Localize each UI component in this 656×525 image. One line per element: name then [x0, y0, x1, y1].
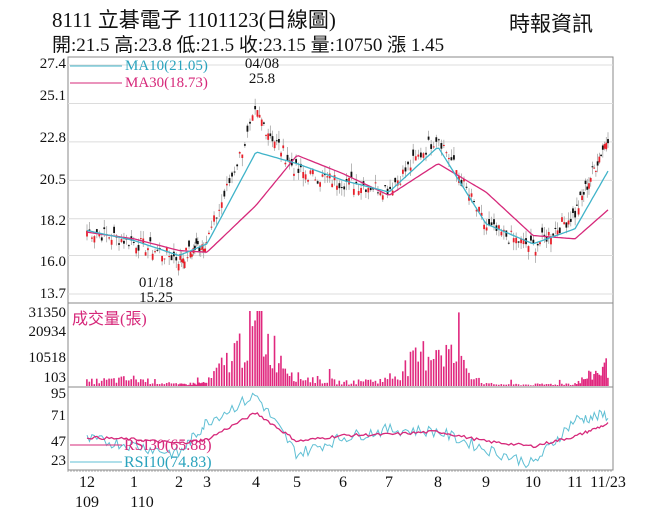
rsi-ytick: 71 [51, 408, 66, 424]
x-tick-month: 6 [339, 474, 347, 491]
price-ytick: 20.5 [39, 172, 66, 188]
x-tick-month: 9 [482, 474, 490, 491]
chart-title: 8111 立碁電子 1101123(日線圖) [52, 8, 336, 32]
x-tick-month: 2 [175, 474, 183, 491]
x-tick-month: 3 [203, 474, 211, 491]
volume-ytick: 31350 [28, 305, 67, 321]
price-ytick: 22.8 [39, 130, 66, 146]
volume-label: 成交量(張) [72, 311, 147, 328]
ohlc-summary: 開:21.5 高:23.8 低:21.5 收:23.15 量:10750 漲 1… [52, 35, 445, 56]
x-tick-year: 109 [75, 494, 99, 511]
period-low-date: 01/18 [138, 275, 174, 291]
price-ytick: 25.1 [39, 88, 66, 104]
x-tick-month: 10 [525, 474, 541, 491]
x-tick-month: 1 [130, 474, 138, 491]
period-high-date: 04/08 [244, 56, 280, 72]
price-ytick: 16.0 [39, 254, 66, 270]
x-tick-month: 7 [385, 474, 393, 491]
volume-ytick: 20934 [28, 324, 67, 340]
rsi-ytick: 23 [51, 453, 66, 469]
rsi-ytick: 95 [51, 386, 66, 402]
volume-ytick: 103 [43, 370, 67, 386]
rsi30-legend: RSI30(65.88) [124, 437, 212, 454]
ma30-legend: MA30(18.73) [125, 75, 208, 91]
x-tick-date: 11/23 [590, 474, 626, 491]
x-tick-month: 8 [434, 474, 442, 491]
x-tick-month: 5 [293, 474, 301, 491]
price-ytick: 13.7 [39, 286, 66, 302]
period-low-value: 15.25 [139, 290, 173, 306]
period-high-value: 25.8 [248, 71, 276, 87]
x-tick-year: 110 [130, 494, 154, 511]
rsi10-legend: RSI10(74.83) [124, 454, 212, 471]
x-tick-month: 11 [567, 474, 583, 491]
x-tick-month: 4 [252, 474, 260, 491]
price-ytick: 18.2 [39, 213, 66, 229]
brand-label: 時報資訊 [509, 12, 593, 36]
volume-ytick: 10518 [28, 350, 67, 366]
price-ytick: 27.4 [39, 56, 66, 72]
ma10-legend: MA10(21.05) [125, 58, 208, 74]
rsi-ytick: 47 [51, 434, 66, 450]
x-tick-month: 12 [79, 474, 95, 491]
